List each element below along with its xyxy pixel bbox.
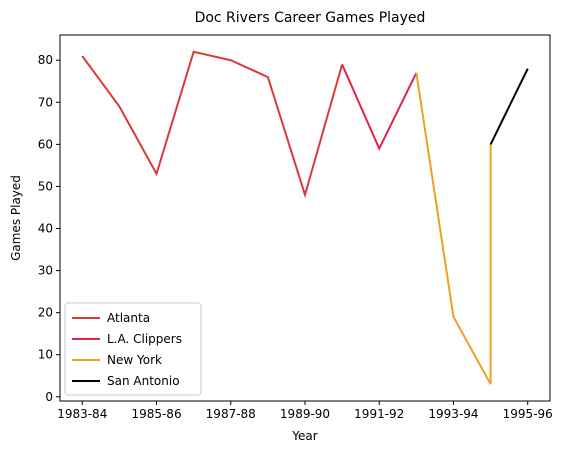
y-axis-ticks: 0 10 20 30 40 50 60 70 80 [38, 53, 60, 404]
series-line-3 [489, 68, 529, 145]
x-tick-label: 1991-92 [354, 407, 404, 421]
x-tick-label: 1985-86 [131, 407, 181, 421]
y-tick-label: 50 [38, 179, 53, 193]
x-tick-label: 1993-94 [428, 407, 478, 421]
y-tick-label: 60 [38, 137, 53, 151]
series-line-0 [81, 50, 344, 199]
x-tick-label: 1995-96 [503, 407, 553, 421]
legend-label: San Antonio [107, 374, 180, 388]
y-tick-label: 70 [38, 95, 53, 109]
y-tick-label: 40 [38, 222, 53, 236]
x-tick-label: 1987-88 [206, 407, 256, 421]
x-tick-label: 1983-84 [57, 407, 107, 421]
y-tick-label: 0 [45, 390, 53, 404]
y-axis-label: Games Played [9, 175, 23, 261]
series-line-1 [341, 64, 418, 151]
y-tick-label: 30 [38, 264, 53, 278]
y-tick-label: 20 [38, 306, 53, 320]
series-line-2 [415, 72, 492, 385]
y-tick-label: 80 [38, 53, 53, 67]
y-tick-label: 10 [38, 348, 53, 362]
x-tick-label: 1989-90 [280, 407, 330, 421]
legend-label: L.A. Clippers [107, 332, 182, 346]
x-axis-ticks: 1983-84 1985-86 1987-88 1989-90 1991-92 1993-… [57, 401, 553, 421]
legend-label: New York [107, 353, 162, 367]
legend: Atlanta L.A. Clippers New York San Antonio [64, 302, 202, 396]
plot-lines [81, 50, 529, 385]
legend-label: Atlanta [107, 311, 150, 325]
legend-box [64, 302, 202, 396]
x-axis-label: Year [291, 429, 317, 443]
chart-title: Doc Rivers Career Games Played [195, 10, 426, 26]
